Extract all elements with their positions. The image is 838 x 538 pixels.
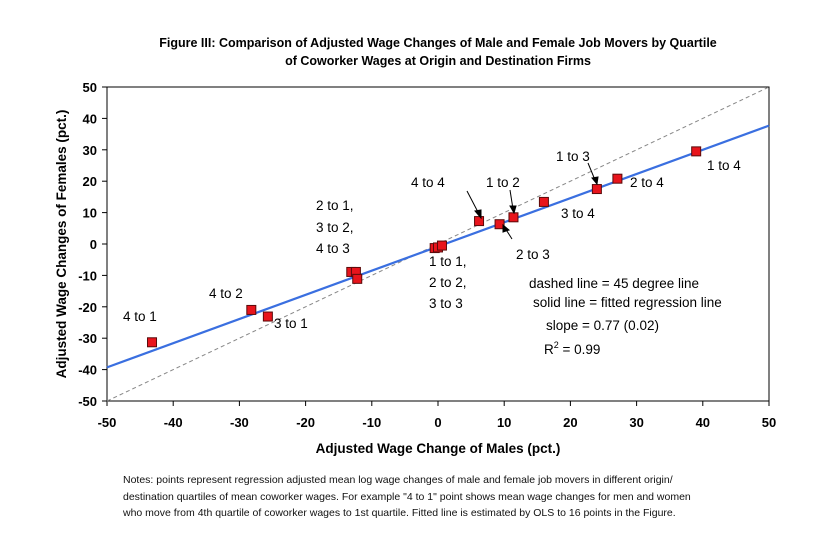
data-point (612, 173, 623, 184)
arrow-1-to-3 (587, 162, 596, 181)
annotation-dashed-line: dashed line = 45 degree line (529, 276, 699, 291)
x-tick-label: 20 (563, 415, 577, 430)
x-tick-label: 50 (762, 415, 776, 430)
notes-line-1: Notes: points represent regression adjus… (123, 474, 673, 486)
label-1-to-4: 1 to 4 (707, 158, 741, 173)
chart-title-line-2: of Coworker Wages at Origin and Destinat… (285, 54, 591, 68)
y-axis-label: Adjusted Wage Changes of Females (pct.) (54, 110, 69, 379)
data-point (147, 337, 158, 348)
point-labels: 4 to 1 4 to 2 3 to 1 2 to 1, 3 to 2, 4 t… (123, 149, 741, 331)
chart-title-line-1: Figure III: Comparison of Adjusted Wage … (159, 36, 717, 50)
arrow-head-1-to-2 (509, 205, 517, 215)
y-tick-label: 20 (83, 174, 97, 189)
label-1-to-2: 1 to 2 (486, 175, 520, 190)
label-3-to-1: 3 to 1 (274, 316, 308, 331)
y-tick-label: 10 (83, 206, 97, 221)
data-points (147, 146, 702, 348)
x-tick-label: 40 (696, 415, 710, 430)
x-tick-label: 10 (497, 415, 511, 430)
y-tick-label: -30 (78, 331, 97, 346)
notes-line-2: destination quartiles of mean coworker w… (123, 490, 691, 503)
data-point (262, 311, 273, 322)
x-tick-label: -40 (164, 415, 183, 430)
x-tick-label: -20 (296, 415, 315, 430)
annotations: dashed line = 45 degree line solid line … (529, 276, 722, 357)
y-tick-label: 30 (83, 143, 97, 158)
figure-notes: Notes: points represent regression adjus… (123, 472, 823, 522)
annotation-solid-line: solid line = fitted regression line (533, 295, 722, 310)
data-point (494, 219, 505, 230)
y-tick-label: -40 (78, 363, 97, 378)
r-squared-superscript: 2 (554, 340, 559, 350)
label-2-to-3: 2 to 3 (516, 247, 550, 262)
pointer-arrows (466, 162, 599, 240)
y-axis-ticks: 50 40 30 20 10 0 -10 -20 -30 -40 -50 (78, 80, 107, 409)
label-4-to-3: 4 to 3 (316, 241, 350, 256)
x-axis-label: Adjusted Wage Change of Males (pct.) (316, 441, 561, 456)
r-squared-value: = 0.99 (559, 342, 601, 357)
data-point (436, 240, 447, 251)
r-squared-r: R (544, 342, 554, 357)
y-tick-label: -10 (78, 268, 97, 283)
annotation-r-squared: R2 = 0.99 (544, 340, 600, 357)
label-4-to-4: 4 to 4 (411, 175, 445, 190)
label-1-to-3: 1 to 3 (556, 149, 590, 164)
arrow-head-1-to-3 (591, 176, 599, 186)
data-point (246, 304, 257, 315)
x-tick-label: -30 (230, 415, 249, 430)
data-point (474, 216, 485, 227)
y-tick-label: -50 (78, 394, 97, 409)
data-point (508, 212, 519, 223)
label-4-to-1: 4 to 1 (123, 309, 157, 324)
data-point (538, 196, 549, 207)
y-tick-label: 0 (90, 237, 97, 252)
label-3-to-2: 3 to 2, (316, 220, 354, 235)
label-2-to-1: 2 to 1, (316, 198, 354, 213)
x-tick-label: 0 (434, 415, 441, 430)
y-tick-label: 50 (83, 80, 97, 95)
data-point (691, 146, 702, 157)
label-1-to-1: 1 to 1, (429, 254, 467, 269)
arrow-head-4-to-4 (474, 209, 482, 220)
annotation-slope: slope = 0.77 (0.02) (546, 318, 659, 333)
x-axis-ticks: -50 -40 -30 -20 -10 0 10 20 30 40 50 (98, 401, 776, 430)
label-2-to-4: 2 to 4 (630, 175, 664, 190)
label-4-to-2: 4 to 2 (209, 286, 243, 301)
data-point (352, 273, 363, 284)
notes-line-3: who move from 4th quartile of coworker w… (123, 507, 676, 519)
data-point (591, 184, 602, 195)
y-tick-label: -20 (78, 300, 97, 315)
x-tick-label: -10 (362, 415, 381, 430)
label-3-to-4: 3 to 4 (561, 206, 595, 221)
x-tick-label: 30 (629, 415, 643, 430)
y-tick-label: 40 (83, 111, 97, 126)
x-tick-label: -50 (98, 415, 117, 430)
label-2-to-2: 2 to 2, (429, 275, 467, 290)
chart-area: Figure III: Comparison of Adjusted Wage … (54, 36, 776, 456)
arrow-head-2-to-3 (502, 223, 511, 233)
label-3-to-3: 3 to 3 (429, 296, 463, 311)
